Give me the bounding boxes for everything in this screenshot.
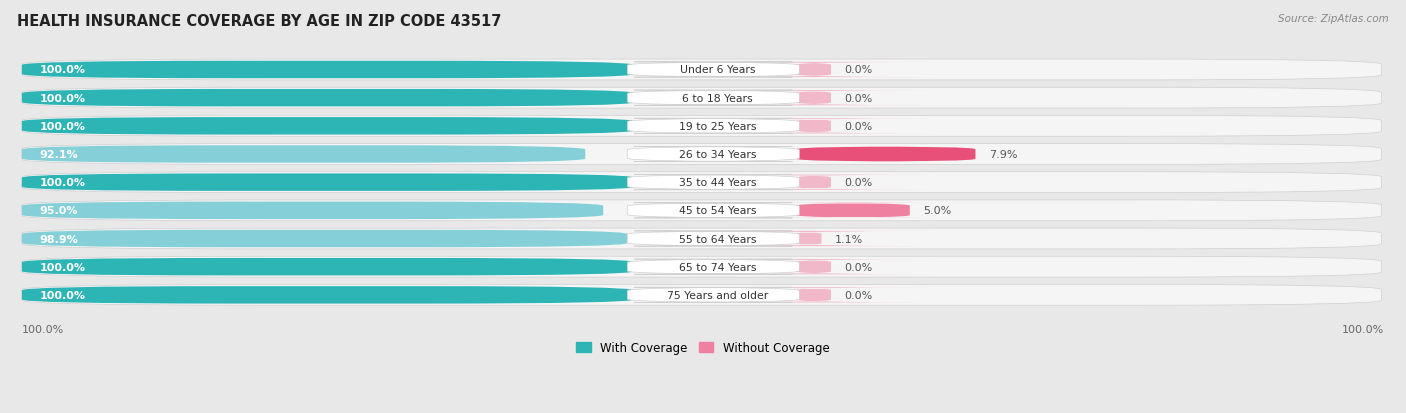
FancyBboxPatch shape [627,63,800,78]
Text: 0.0%: 0.0% [845,290,873,300]
FancyBboxPatch shape [22,287,634,304]
FancyBboxPatch shape [22,90,634,107]
FancyBboxPatch shape [627,119,800,134]
FancyBboxPatch shape [22,200,1381,221]
Text: 0.0%: 0.0% [845,262,873,272]
FancyBboxPatch shape [22,258,634,276]
FancyBboxPatch shape [22,174,634,192]
Text: HEALTH INSURANCE COVERAGE BY AGE IN ZIP CODE 43517: HEALTH INSURANCE COVERAGE BY AGE IN ZIP … [17,14,502,29]
FancyBboxPatch shape [627,91,800,106]
Text: 6 to 18 Years: 6 to 18 Years [682,93,752,103]
Legend: With Coverage, Without Coverage: With Coverage, Without Coverage [572,337,834,359]
FancyBboxPatch shape [22,144,1381,165]
FancyBboxPatch shape [22,202,603,220]
FancyBboxPatch shape [22,228,1381,249]
FancyBboxPatch shape [22,172,1381,193]
Text: 7.9%: 7.9% [990,150,1018,159]
Text: 0.0%: 0.0% [845,178,873,188]
FancyBboxPatch shape [627,231,800,247]
Text: 100.0%: 100.0% [39,65,86,75]
Text: 0.0%: 0.0% [845,121,873,131]
Text: 26 to 34 Years: 26 to 34 Years [679,150,756,159]
Text: 65 to 74 Years: 65 to 74 Years [679,262,756,272]
FancyBboxPatch shape [22,146,585,163]
Text: 75 Years and older: 75 Years and older [666,290,768,300]
FancyBboxPatch shape [22,256,1381,278]
Text: 100.0%: 100.0% [39,290,86,300]
Text: 0.0%: 0.0% [845,65,873,75]
FancyBboxPatch shape [693,119,934,134]
Text: 98.9%: 98.9% [39,234,79,244]
FancyBboxPatch shape [683,231,934,247]
FancyBboxPatch shape [627,287,800,303]
FancyBboxPatch shape [627,203,800,218]
FancyBboxPatch shape [797,147,976,162]
FancyBboxPatch shape [22,285,1381,306]
Text: 35 to 44 Years: 35 to 44 Years [679,178,756,188]
Text: 100.0%: 100.0% [39,262,86,272]
FancyBboxPatch shape [22,230,627,248]
FancyBboxPatch shape [22,62,634,79]
FancyBboxPatch shape [693,287,934,303]
Text: 19 to 25 Years: 19 to 25 Years [679,121,756,131]
Text: 45 to 54 Years: 45 to 54 Years [679,206,756,216]
FancyBboxPatch shape [22,118,634,135]
Text: 100.0%: 100.0% [39,178,86,188]
Text: 0.0%: 0.0% [845,93,873,103]
Text: Source: ZipAtlas.com: Source: ZipAtlas.com [1278,14,1389,24]
FancyBboxPatch shape [22,60,1381,81]
FancyBboxPatch shape [693,175,934,190]
Text: 5.0%: 5.0% [924,206,952,216]
FancyBboxPatch shape [22,88,1381,109]
Text: 95.0%: 95.0% [39,206,79,216]
FancyBboxPatch shape [627,259,800,275]
Text: 100.0%: 100.0% [22,324,65,335]
FancyBboxPatch shape [693,63,934,78]
FancyBboxPatch shape [772,203,934,218]
FancyBboxPatch shape [627,175,800,190]
Text: Under 6 Years: Under 6 Years [679,65,755,75]
FancyBboxPatch shape [693,91,934,106]
Text: 100.0%: 100.0% [39,121,86,131]
FancyBboxPatch shape [22,116,1381,137]
Text: 55 to 64 Years: 55 to 64 Years [679,234,756,244]
Text: 100.0%: 100.0% [39,93,86,103]
Text: 92.1%: 92.1% [39,150,79,159]
Text: 1.1%: 1.1% [835,234,863,244]
Text: 100.0%: 100.0% [1341,324,1384,335]
FancyBboxPatch shape [627,147,800,162]
FancyBboxPatch shape [693,259,934,275]
